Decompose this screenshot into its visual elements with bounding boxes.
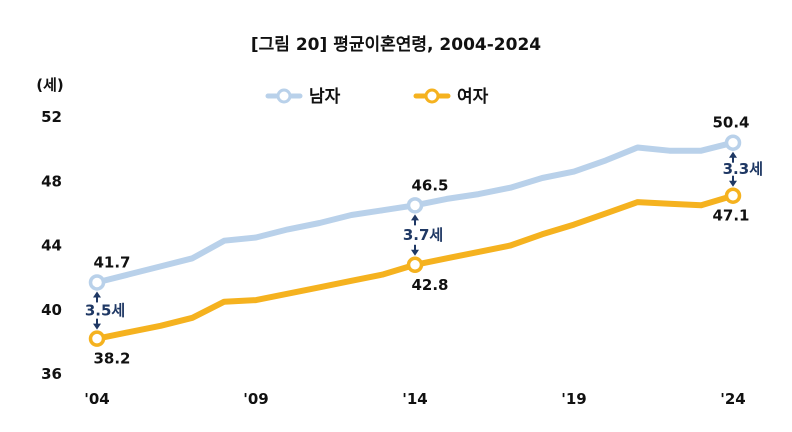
legend-label-female: 여자 bbox=[457, 87, 489, 107]
data-label: 38.2 bbox=[93, 350, 130, 368]
data-label: 42.8 bbox=[411, 276, 448, 294]
gap-arrow-down-head bbox=[729, 180, 737, 187]
legend: 남자 여자 bbox=[265, 87, 489, 107]
data-label: 47.1 bbox=[712, 207, 749, 225]
y-tick-label: 48 bbox=[41, 172, 62, 190]
gap-label: 3.3세 bbox=[723, 160, 763, 178]
data-label: 50.4 bbox=[712, 114, 749, 132]
x-tick-label: '19 bbox=[561, 390, 586, 408]
gap-annotation: 3.5세 bbox=[85, 291, 125, 330]
data-label: 41.7 bbox=[93, 253, 130, 271]
gap-arrow-down-head bbox=[93, 323, 101, 330]
legend-label-male: 남자 bbox=[309, 87, 341, 107]
y-tick-label: 52 bbox=[41, 108, 62, 126]
gap-label: 3.7세 bbox=[403, 226, 443, 244]
y-tick-label: 40 bbox=[41, 301, 62, 319]
y-tick-label: 36 bbox=[41, 365, 62, 383]
y-axis-unit: (세) bbox=[36, 76, 64, 94]
marker-male bbox=[406, 197, 424, 214]
gap-arrow-down-head bbox=[411, 249, 419, 256]
series-markers bbox=[88, 134, 742, 347]
x-tick-label: '14 bbox=[402, 390, 427, 408]
legend-item-male: 남자 bbox=[265, 87, 341, 107]
gap-arrow-up-head bbox=[411, 214, 419, 221]
x-tick-label: '24 bbox=[720, 390, 745, 408]
gap-annotation: 3.7세 bbox=[403, 214, 443, 256]
x-axis-ticks: '04 '09 '14 '19 '24 bbox=[84, 390, 745, 408]
marker-male bbox=[88, 274, 106, 291]
marker-female bbox=[88, 330, 106, 347]
marker-female bbox=[724, 187, 742, 204]
gap-annotation: 3.3세 bbox=[723, 151, 763, 187]
legend-marker-male bbox=[276, 88, 292, 104]
legend-marker-female bbox=[424, 88, 440, 104]
chart-title: [그림 20] 평균이혼연령, 2004-2024 bbox=[251, 34, 541, 55]
data-label: 46.5 bbox=[411, 176, 448, 194]
gap-label: 3.5세 bbox=[85, 302, 125, 320]
gap-annotations: 3.5세 3.7세 3.3세 bbox=[85, 151, 763, 330]
gap-arrow-up-head bbox=[93, 291, 101, 298]
legend-item-female: 여자 bbox=[413, 87, 489, 107]
data-labels: 41.7 38.2 46.5 42.8 50.4 47.1 bbox=[93, 114, 749, 368]
gap-arrow-up-head bbox=[729, 151, 737, 158]
x-tick-label: '09 bbox=[243, 390, 268, 408]
marker-male bbox=[724, 134, 742, 151]
y-axis-ticks: 36 40 44 48 52 bbox=[41, 108, 62, 383]
marker-female bbox=[406, 256, 424, 274]
x-tick-label: '04 bbox=[84, 390, 109, 408]
y-tick-label: 44 bbox=[41, 237, 62, 255]
